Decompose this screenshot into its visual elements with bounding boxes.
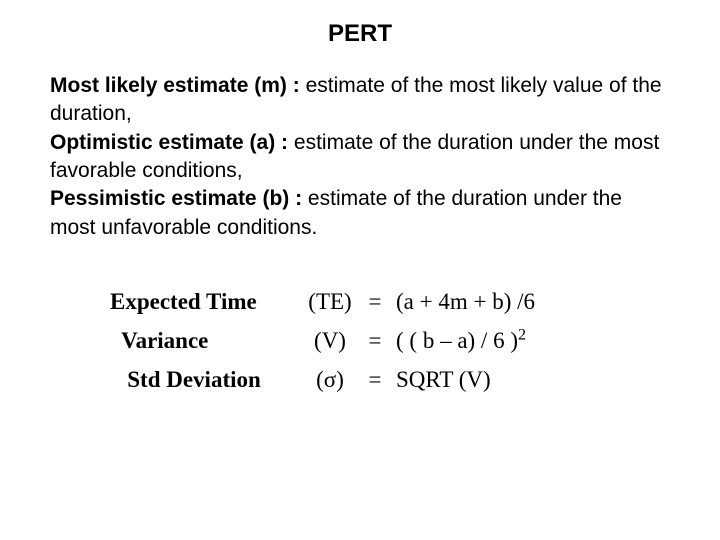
def-term-a: Optimistic estimate (a) : (50, 131, 288, 154)
formula-equals: = (360, 360, 390, 399)
formula-expected-time: Expected Time (TE) = (a + 4m + b) /6 (110, 282, 670, 321)
formula-label: Std Deviation (110, 360, 300, 399)
formula-superscript: 2 (518, 327, 526, 344)
formula-equals: = (360, 321, 390, 360)
formula-symbol: (σ) (300, 360, 360, 399)
formula-std-deviation: Std Deviation (σ) = SQRT (V) (110, 360, 670, 399)
def-term-b: Pessimistic estimate (b) : (50, 187, 302, 210)
formula-symbol: (V) (300, 321, 360, 360)
formula-label: Variance (110, 321, 300, 360)
formula-expression: ( ( b – a) / 6 )2 (390, 321, 526, 360)
formula-label: Expected Time (110, 282, 300, 321)
def-term-m: Most likely estimate (m) : (50, 74, 300, 97)
formula-expr-text: ( ( b – a) / 6 ) (396, 328, 518, 353)
formula-equals: = (360, 282, 390, 321)
slide: PERT Most likely estimate (m) : estimate… (0, 0, 720, 419)
formula-symbol: (TE) (300, 282, 360, 321)
formula-expression: (a + 4m + b) /6 (390, 282, 535, 321)
formula-variance: Variance (V) = ( ( b – a) / 6 )2 (110, 321, 670, 360)
formulas-block: Expected Time (TE) = (a + 4m + b) /6 Var… (50, 282, 670, 399)
formula-expression: SQRT (V) (390, 360, 491, 399)
page-title: PERT (50, 20, 670, 48)
definitions-block: Most likely estimate (m) : estimate of t… (50, 72, 670, 242)
